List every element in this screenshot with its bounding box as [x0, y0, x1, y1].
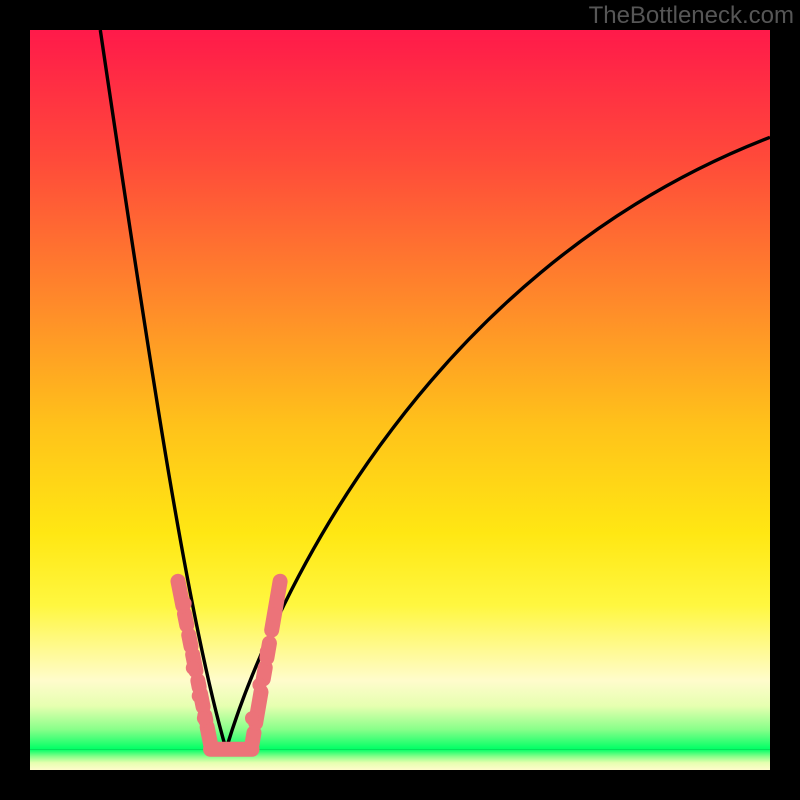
plot-area [30, 30, 770, 770]
chart-container: TheBottleneck.com [0, 0, 800, 800]
curve-overlay [30, 30, 770, 770]
watermark-text: TheBottleneck.com [589, 2, 794, 30]
